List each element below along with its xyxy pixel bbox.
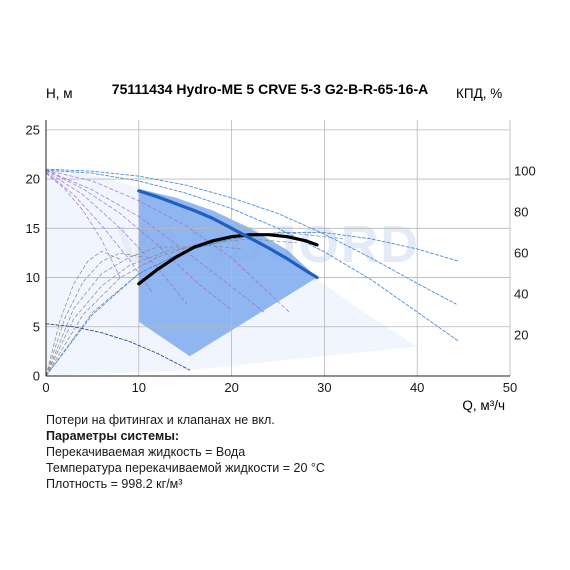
x-tick-label: 10: [132, 380, 146, 395]
notes-line-liquid: Перекачиваемая жидкость = Вода: [46, 445, 246, 459]
operating-area: [138, 188, 317, 357]
x-tick-label: 40: [410, 380, 424, 395]
efficiency-curve: [45, 252, 144, 377]
x-tick-label: 50: [503, 380, 517, 395]
series-min-head: [45, 323, 191, 371]
x-axis-label: Q, м³/ч: [462, 398, 505, 413]
efficiency-curve: [45, 246, 190, 377]
y2-tick-label: 60: [514, 246, 528, 261]
y2-tick-label: 20: [514, 328, 528, 343]
x-tick-label: 0: [42, 380, 49, 395]
x-tick-label: 30: [317, 380, 331, 395]
head-curve: [45, 170, 188, 305]
y-tick-label: 20: [26, 172, 40, 187]
notes-heading: Параметры системы:: [46, 429, 180, 443]
y2-tick-label: 80: [514, 205, 528, 220]
axes-layer: 0 10 20 30 40 50 0 5 10 15 20 25 20 40 60 80 100: [26, 120, 536, 395]
y-tick-label: 25: [26, 122, 40, 137]
notes-line-losses: Потери на фитингах и клапанах не вкл.: [46, 413, 275, 427]
head-curve: [45, 169, 232, 311]
y-tick-label: 10: [26, 270, 40, 285]
head-curve: [45, 169, 290, 313]
notes-line-temperature: Температура перекачиваемой жидкости = 20…: [46, 461, 325, 475]
series-duty-efficiency: [137, 233, 319, 286]
series-max-head: [45, 169, 460, 342]
head-curve: [45, 171, 154, 294]
y-axis-label: H, м: [46, 86, 73, 101]
series-layer: [45, 168, 460, 377]
series-max-head-upper: [45, 168, 457, 305]
y-tick-label: 0: [33, 369, 40, 384]
system-parameters-notes: Потери на фитингах и клапанах не вкл. Па…: [46, 412, 325, 492]
notes-line-density: Плотность = 998.2 кг/м³: [46, 477, 183, 491]
y2-tick-label: 40: [514, 287, 528, 302]
pump-performance-chart: 75111434 Hydro-ME 5 CRVE 5-3 G2-B-R-65-1…: [26, 81, 536, 413]
head-curve: [45, 169, 265, 313]
y2-tick-label: 100: [514, 164, 536, 179]
efficiency-curve: [45, 250, 121, 377]
y-tick-label: 5: [33, 319, 40, 334]
x-tick-label: 20: [224, 380, 238, 395]
series-duty-head: [137, 189, 319, 280]
y2-axis-label: КПД, %: [456, 86, 502, 101]
y-tick-label: 15: [26, 221, 40, 236]
chart-title: 75111434 Hydro-ME 5 CRVE 5-3 G2-B-R-65-1…: [112, 81, 428, 97]
